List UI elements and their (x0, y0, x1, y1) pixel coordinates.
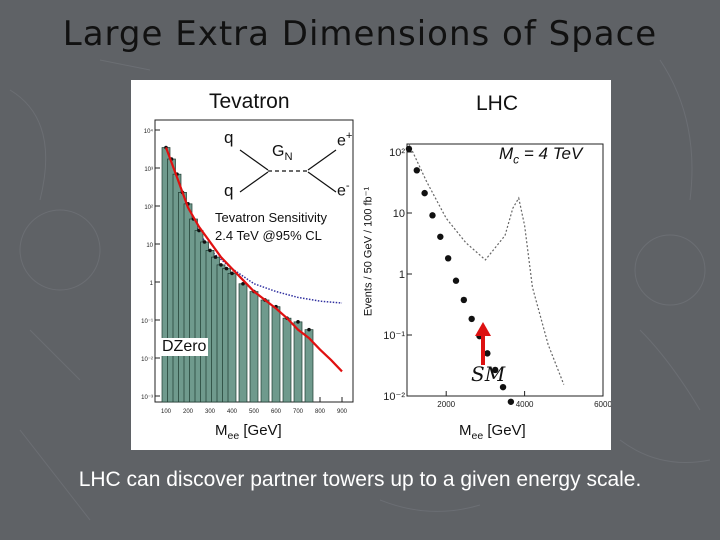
tevatron-y-tick-label: 10⁻³ (141, 395, 153, 401)
lhc-frame (406, 143, 604, 397)
tevatron-x-tick-label: 600 (271, 409, 282, 415)
feynman-e-top: e+ (337, 130, 352, 150)
tevatron-data-point (213, 255, 218, 259)
lhc-panel: 2000 4000 6000 10² 10 1 10⁻¹ 10⁻² LHC Mc = 4 Te… (371, 80, 611, 450)
tevatron-x-tick-label: 300 (205, 409, 216, 415)
feynman-mediator-sub: N (284, 151, 293, 164)
tevatron-sensitivity-line2: 2.4 TeV @95% CL (215, 228, 322, 243)
tevatron-data-bar (249, 291, 259, 403)
tevatron-data-point (296, 320, 300, 324)
tevatron-data-point (208, 248, 212, 253)
lhc-sm-point (429, 212, 436, 219)
feynman-e-bottom: e- (337, 180, 350, 200)
feynman-e-top-base: e (337, 132, 346, 150)
feynman-e-bottom-sup: - (345, 180, 350, 192)
lhc-xlabel-base: M (459, 422, 472, 439)
lhc-x-tick-label: 6000 (594, 400, 611, 409)
lhc-y-tick-label: 10⁻¹ (383, 330, 405, 342)
feynman-mediator: GN (272, 143, 293, 163)
lhc-xlabel-sub: ee (471, 430, 484, 442)
tevatron-data-bar (238, 283, 248, 403)
slide-caption: LHC can discover partner towers up to a … (78, 468, 642, 491)
lhc-y-tick-label: 10⁻² (383, 391, 405, 403)
lhc-mass-base: M (499, 144, 514, 163)
lhc-ylabel: Events / 50 GeV / 100 fb⁻¹ (362, 186, 375, 317)
lhc-y-tick-label: 10² (389, 147, 405, 159)
lhc-sm-point (484, 350, 491, 357)
tevatron-data-point (224, 266, 229, 271)
feynman-q-bottom: q (224, 181, 234, 200)
tevatron-x-tick-label: 800 (315, 409, 326, 415)
tevatron-data-bar (271, 306, 281, 403)
tevatron-title: Tevatron (209, 90, 290, 113)
feynman-q-top: q (224, 128, 234, 147)
lhc-x-tick-label: 2000 (437, 400, 455, 409)
lhc-y-tick-label: 1 (399, 269, 405, 281)
tevatron-y-tick-label: 10⁻¹ (141, 319, 153, 325)
lhc-x-tick-label: 4000 (516, 400, 534, 409)
lhc-xlabel-unit: [GeV] (487, 422, 526, 439)
lhc-sm-point (421, 189, 428, 197)
feynman-e-top-sup: + (345, 130, 353, 142)
tevatron-data-point (241, 281, 245, 286)
tevatron-data-point (307, 327, 311, 332)
lhc-sm-label: SM (471, 362, 506, 386)
lhc-sm-point (452, 277, 460, 284)
tevatron-data-point (202, 240, 207, 244)
tevatron-y-tick-label: 1 (150, 281, 154, 287)
lhc-mass-annotation: Mc = 4 TeV (499, 144, 582, 166)
lhc-sm-point (405, 145, 413, 153)
tevatron-sensitivity-line1: Tevatron Sensitivity (215, 210, 327, 225)
feynman-e-bottom-base: e (337, 182, 346, 200)
tevatron-xlabel-base: M (215, 422, 228, 439)
tevatron-plot: 100 200 300 400 500 600 700 800 900 10⁴ 10³ 10² 10 1 1… (141, 119, 354, 415)
tevatron-data-bar (293, 321, 303, 403)
tevatron-y-tick-label: 10 (146, 243, 153, 249)
tevatron-data-point (219, 263, 223, 267)
tevatron-signal-line (164, 147, 343, 373)
slide-title: Large Extra Dimensions of Space (62, 14, 658, 54)
tevatron-x-tick-label: 200 (183, 409, 194, 415)
lhc-sm-point (507, 398, 515, 405)
dzero-label: DZero (160, 338, 209, 356)
feynman-mediator-base: G (272, 143, 285, 160)
tevatron-xlabel: Mee [GeV] (215, 422, 282, 442)
lhc-y-tick-label: 10 (393, 208, 405, 220)
lhc-sm-point (468, 315, 475, 323)
lhc-plot: 2000 4000 6000 10² 10 1 10⁻¹ 10⁻² (383, 143, 611, 409)
lhc-title: LHC (476, 92, 519, 115)
lhc-sm-point (413, 167, 420, 174)
lhc-sm-point (444, 255, 452, 262)
lhc-signal-line (408, 143, 565, 385)
tevatron-xlabel-sub: ee (227, 430, 240, 442)
tevatron-background-line (165, 150, 343, 304)
tevatron-x-tick-label: 500 (249, 409, 260, 415)
lhc-mass-sub: c (513, 152, 520, 167)
tevatron-x-tick-label: 700 (293, 409, 304, 415)
lhc-sm-point (437, 233, 444, 240)
tevatron-x-tick-label: 400 (227, 409, 238, 415)
tevatron-data-bar (282, 317, 292, 403)
lhc-signal-arrowhead (475, 322, 491, 336)
tevatron-y-tick-label: 10² (144, 205, 153, 211)
tevatron-x-tick-label: 900 (337, 409, 348, 415)
tevatron-x-tick-label: 100 (161, 409, 172, 415)
tevatron-data-bar (260, 299, 270, 403)
lhc-sm-point (499, 383, 507, 391)
tevatron-data-bar (227, 272, 237, 403)
tevatron-xlabel-unit: [GeV] (243, 422, 282, 439)
tevatron-y-tick-label: 10³ (144, 167, 153, 173)
lhc-mass-value: = 4 TeV (523, 144, 583, 163)
lhc-sm-point (492, 366, 499, 374)
tevatron-y-tick-label: 10⁴ (144, 128, 154, 135)
tevatron-data-point (230, 271, 234, 276)
lhc-sm-point (460, 296, 468, 304)
tevatron-y-tick-label: 10⁻² (141, 357, 153, 363)
tevatron-panel: 100 200 300 400 500 600 700 800 900 10⁴ 10³ 10² 10 1 1… (131, 80, 371, 450)
lhc-xlabel: Mee [GeV] (459, 422, 526, 442)
